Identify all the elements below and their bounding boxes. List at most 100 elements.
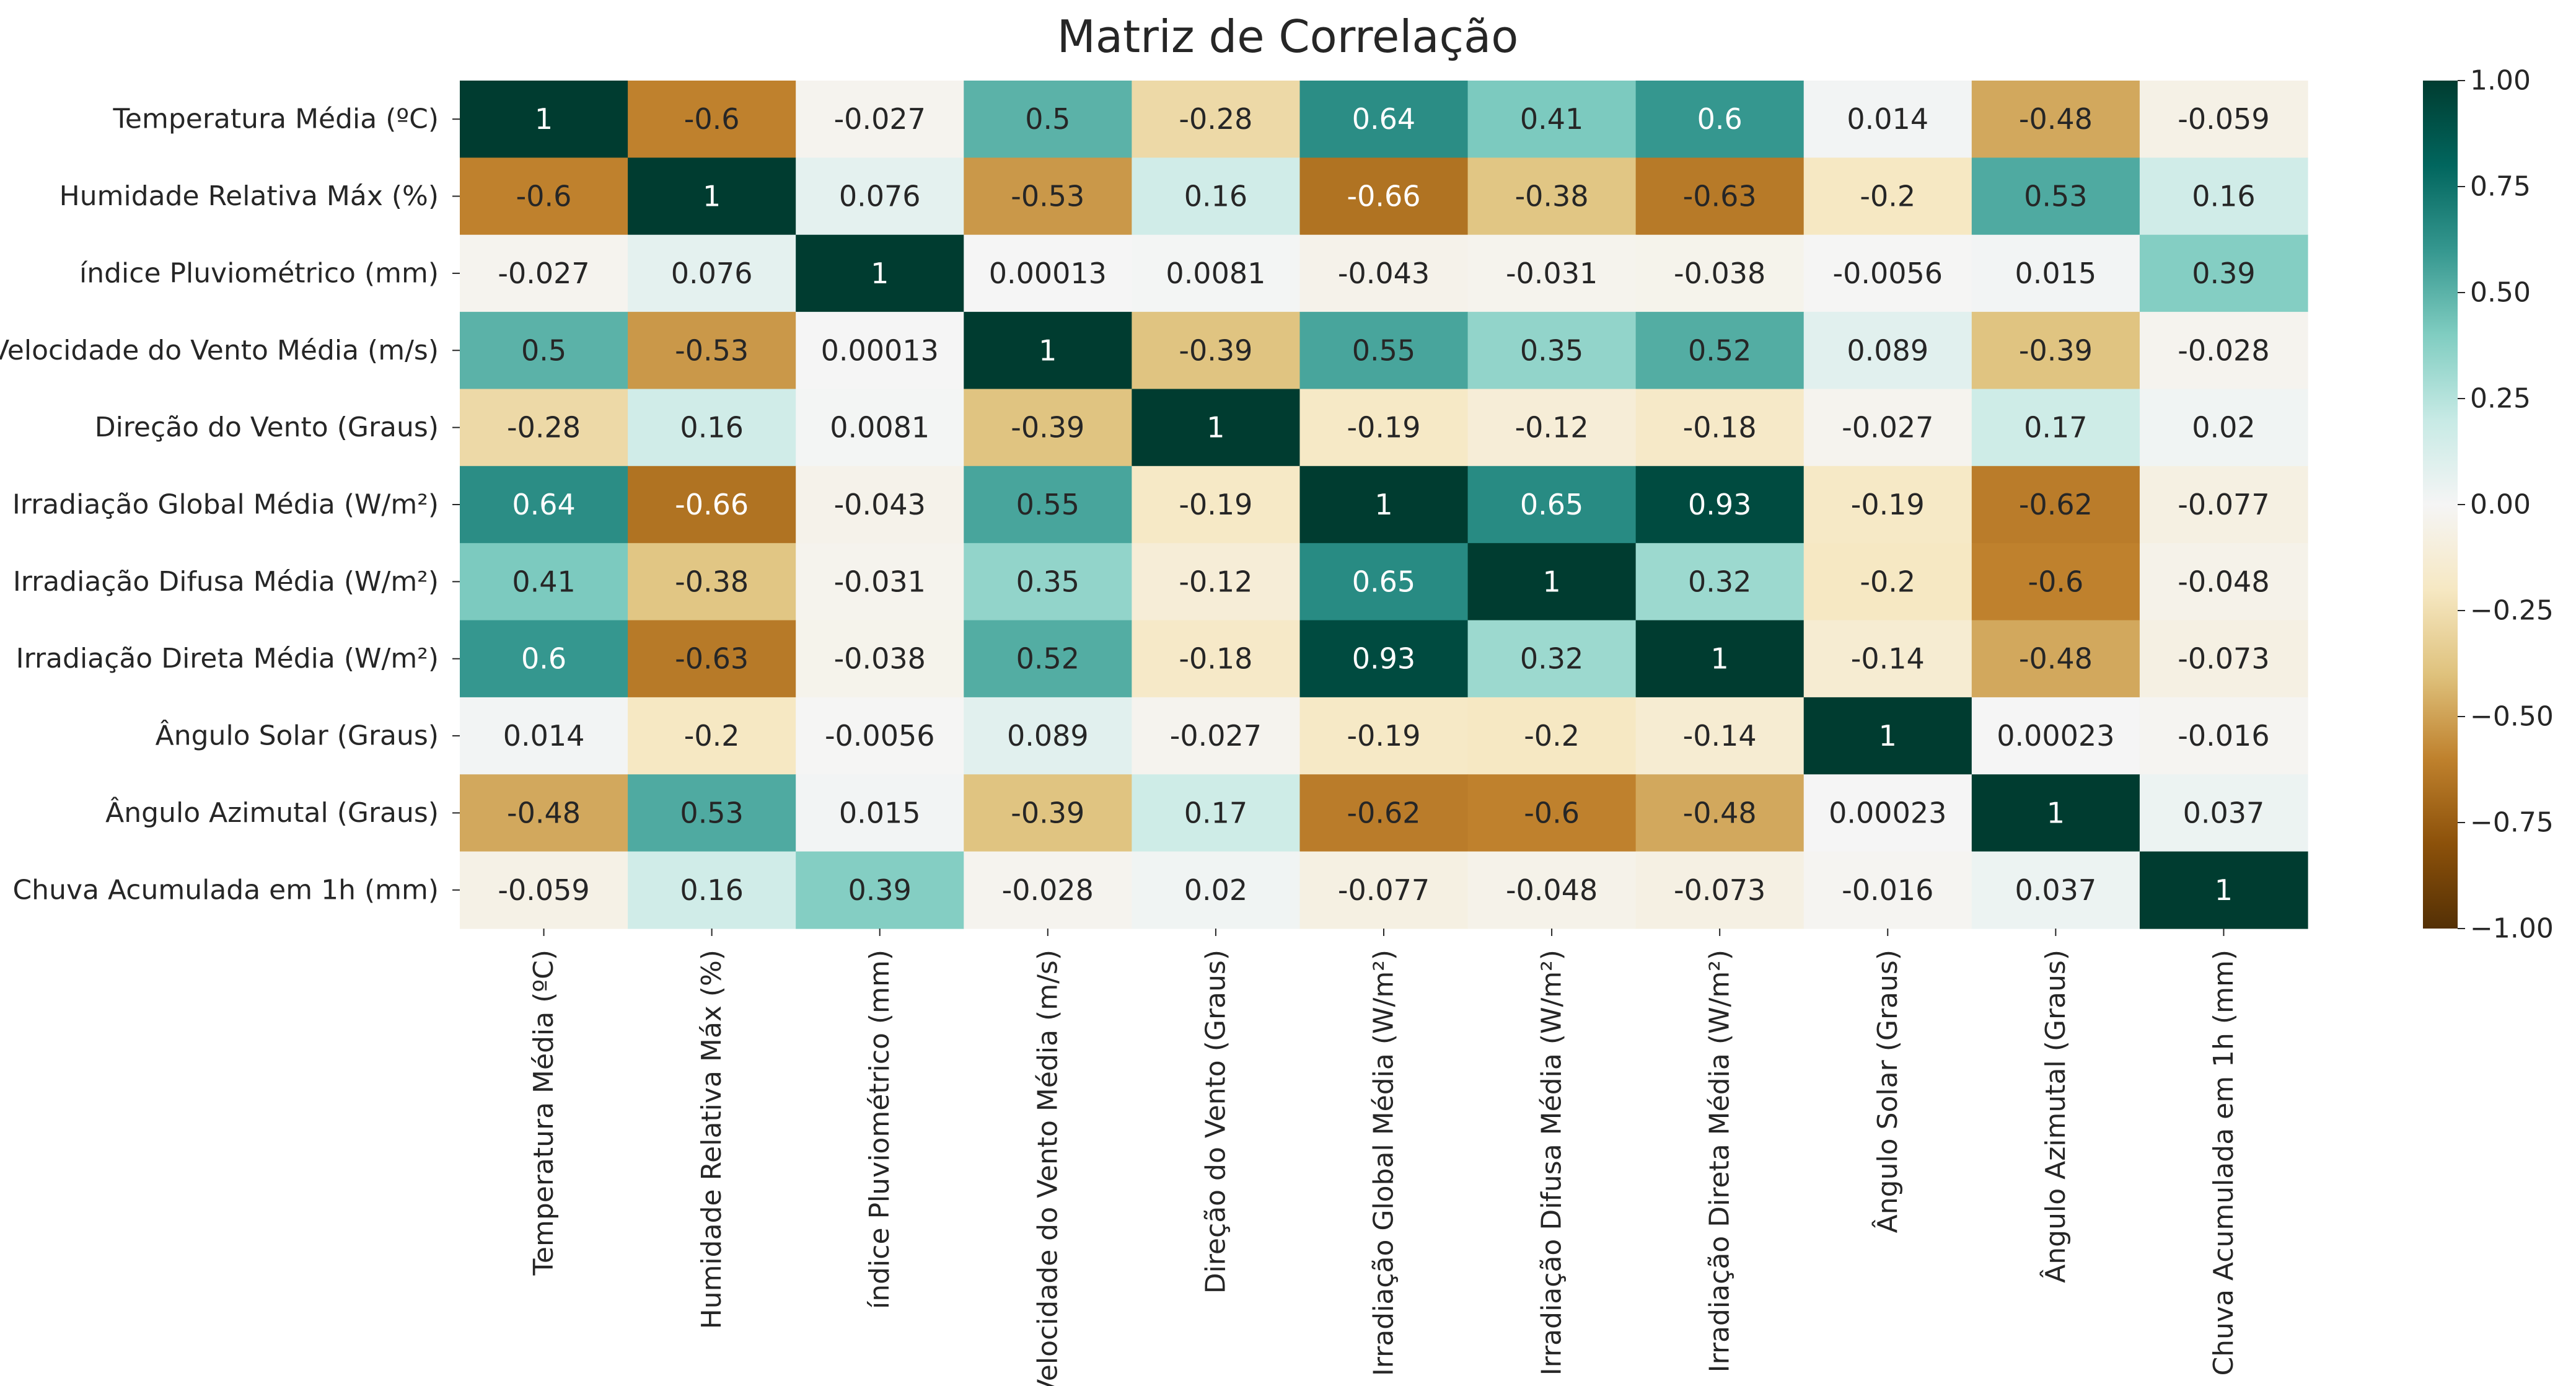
colorbar-tick-label: 0.50 (2470, 277, 2531, 309)
cell-value-label: 1 (1542, 565, 1560, 598)
heatmap-cell (1635, 851, 1805, 929)
heatmap-cell (1635, 774, 1805, 852)
heatmap-cell (2139, 774, 2308, 852)
cell-value-label: -0.073 (1674, 873, 1765, 907)
heatmap-cell (460, 466, 628, 544)
cell-value-label: -0.62 (2019, 488, 2093, 521)
cell-value-label: -0.048 (2178, 565, 2269, 598)
row-label: Ângulo Azimutal (Graus) (105, 796, 439, 829)
cell-value-label: -0.28 (507, 411, 581, 444)
heatmap-cell (1971, 466, 2140, 544)
heatmap-cell (964, 234, 1132, 312)
heatmap-cell (628, 157, 796, 236)
column-label: Humidade Relativa Máx (%) (696, 950, 728, 1329)
cell-value-label: 0.076 (671, 257, 753, 290)
cell-value-label: -0.031 (834, 565, 926, 598)
heatmap-cell (1132, 81, 1301, 158)
heatmap-cell (1299, 81, 1469, 158)
column-label: Ângulo Solar (Graus) (1871, 950, 1904, 1233)
row-label: Irradiação Difusa Média (W/m²) (13, 566, 439, 598)
heatmap-cell (964, 620, 1132, 698)
cell-value-label: 0.32 (1688, 565, 1751, 598)
row-label: Irradiação Global Média (W/m²) (12, 489, 439, 521)
cell-value-label: -0.073 (2178, 642, 2269, 676)
row-label: Velocidade do Vento Média (m/s) (0, 335, 439, 366)
cell-value-label: 1 (1711, 642, 1729, 676)
cell-value-label: -0.18 (1179, 642, 1252, 676)
cell-value-label: 0.52 (1688, 333, 1751, 367)
colorbar-tick-label: 0.75 (2470, 171, 2531, 203)
heatmap-cell (1467, 312, 1637, 390)
heatmap-cell (1635, 543, 1805, 621)
cell-value-label: -0.19 (1179, 488, 1252, 521)
heatmap-cell (1299, 234, 1469, 312)
heatmap-cell (628, 774, 796, 852)
cell-value-label: -0.2 (1524, 719, 1580, 753)
cell-value-label: -0.077 (1338, 873, 1430, 907)
cell-value-label: 0.41 (512, 565, 575, 598)
heatmap-cell (1299, 620, 1469, 698)
heatmap-cell (964, 543, 1132, 621)
heatmap-cell (1803, 466, 1972, 544)
colorbar-tick-label: 0.00 (2470, 489, 2531, 521)
heatmap-cell (796, 81, 964, 158)
heatmap-cell (1467, 543, 1637, 621)
cell-value-label: 0.0081 (830, 411, 930, 444)
heatmap-cell (1635, 312, 1805, 390)
cell-value-label: -0.077 (2178, 488, 2269, 521)
heatmap-cell (964, 389, 1132, 467)
cell-value-label: -0.2 (684, 719, 740, 753)
cell-value-label: -0.043 (1338, 257, 1430, 290)
column-label: Irradiação Difusa Média (W/m²) (1536, 950, 1568, 1375)
heatmap-cell (796, 697, 964, 775)
cell-value-label: -0.39 (2019, 333, 2093, 367)
cell-value-label: 0.17 (2024, 411, 2087, 444)
heatmap-cell (1299, 543, 1469, 621)
cell-value-label: -0.028 (2178, 333, 2269, 367)
heatmap-cell (796, 234, 964, 312)
heatmap-cell (964, 697, 1132, 775)
heatmap-cell (2139, 81, 2308, 158)
cell-value-label: 0.39 (848, 873, 912, 907)
cell-value-label: 1 (871, 257, 889, 290)
cell-value-label: -0.62 (1347, 796, 1420, 829)
cell-value-label: -0.6 (684, 102, 740, 136)
cell-value-label: 0.089 (1847, 333, 1928, 367)
heatmap-cell (1635, 81, 1805, 158)
cell-value-label: -0.48 (2019, 102, 2093, 136)
row-label: índice Pluviométrico (mm) (79, 257, 439, 289)
heatmap-cell (1971, 234, 2140, 312)
heatmap-cell (1467, 466, 1637, 544)
chart-title: Matriz de Correlação (1057, 11, 1519, 63)
cell-value-label: 0.02 (1184, 873, 1247, 907)
colorbar-tick-label: 0.25 (2470, 383, 2531, 415)
heatmap-cell (796, 157, 964, 236)
cell-value-label: -0.027 (498, 257, 589, 290)
heatmap-cell (460, 157, 628, 236)
heatmap-cell (1803, 234, 1972, 312)
cell-value-label: -0.18 (1683, 411, 1757, 444)
cell-value-label: 0.015 (2015, 257, 2097, 290)
heatmap-cell (2139, 389, 2308, 467)
cell-value-label: -0.6 (2028, 565, 2083, 598)
cell-value-label: -0.53 (675, 333, 749, 367)
heatmap-cell (2139, 697, 2308, 775)
column-label: Direção do Vento (Graus) (1200, 950, 1231, 1294)
heatmap-cell (1299, 774, 1469, 852)
cell-value-label: 0.16 (680, 411, 743, 444)
heatmap-cell (460, 620, 628, 698)
cell-value-label: 0.015 (839, 796, 921, 829)
heatmap-cell (628, 234, 796, 312)
colorbar-tick-label: −1.00 (2470, 913, 2554, 945)
row-labels: Temperatura Média (ºC) Humidade Relativa … (0, 104, 460, 906)
cell-value-label: 0.64 (1352, 102, 1415, 136)
cell-value-label: 1 (703, 180, 721, 213)
colorbar-tick-label: −0.75 (2470, 807, 2554, 839)
heatmap-cell (1803, 389, 1972, 467)
column-label: Ângulo Azimutal (Graus) (2039, 950, 2072, 1283)
cell-value-label: 0.52 (1016, 642, 1079, 676)
heatmap-cell (1299, 697, 1469, 775)
cell-value-label: 0.16 (2192, 180, 2255, 213)
